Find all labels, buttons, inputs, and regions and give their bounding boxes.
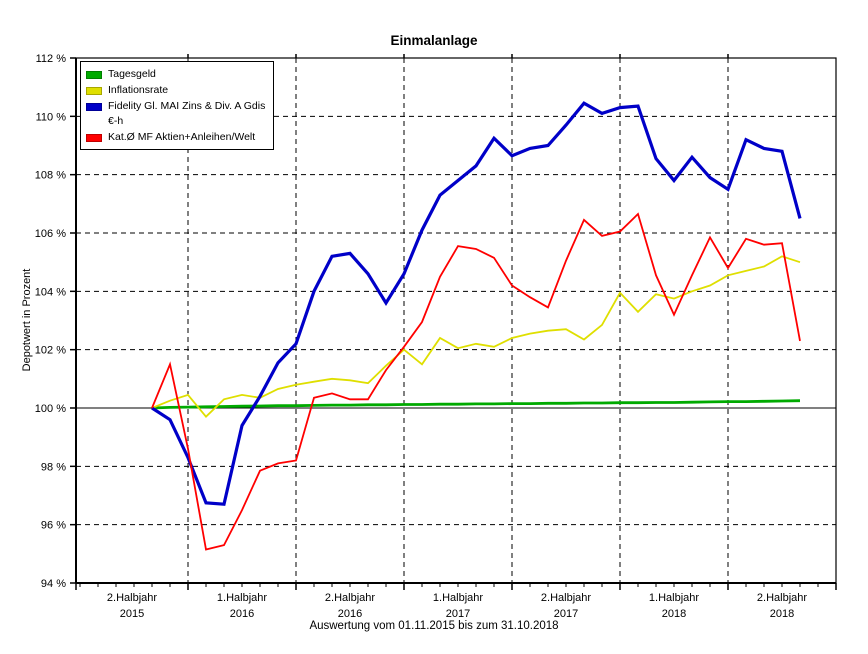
x-tick-label-year: 2018 bbox=[662, 608, 686, 620]
series-line bbox=[151, 212, 801, 551]
y-tick-label: 110 % bbox=[36, 111, 67, 123]
y-tick-label: 96 % bbox=[41, 520, 66, 532]
x-tick-label-year: 2015 bbox=[120, 608, 144, 620]
y-tick-label: 112 % bbox=[36, 53, 67, 65]
legend-swatch-icon bbox=[86, 133, 102, 142]
chart-legend: Tagesgeld Inflationsrate Fidelity Gl. MAI … bbox=[80, 61, 275, 150]
x-tick-label-halfyear: 2.Halbjahr bbox=[541, 592, 591, 604]
y-tick-label: 104 % bbox=[35, 286, 66, 298]
series-line bbox=[151, 255, 801, 419]
legend-swatch-icon bbox=[86, 70, 102, 79]
x-tick-label-halfyear: 1.Halbjahr bbox=[217, 592, 267, 604]
x-tick-label-halfyear: 1.Halbjahr bbox=[649, 592, 699, 604]
legend-label: Kat.Ø MF Aktien+Anleihen/Welt bbox=[108, 131, 256, 143]
series-line bbox=[151, 101, 802, 506]
x-tick-label-halfyear: 1.Halbjahr bbox=[433, 592, 483, 604]
x-tick-label-year: 2016 bbox=[230, 608, 254, 620]
y-tick-label: 94 % bbox=[41, 578, 66, 590]
legend-swatch-icon bbox=[86, 102, 102, 111]
chart-title: Einmalanlage bbox=[390, 33, 478, 48]
x-tick-label-year: 2017 bbox=[446, 608, 470, 620]
legend-label: Tagesgeld bbox=[108, 68, 156, 80]
y-tick-label: 108 % bbox=[35, 170, 66, 182]
x-tick-label-year: 2017 bbox=[554, 608, 578, 620]
y-tick-label: 100 % bbox=[35, 403, 66, 415]
legend-item: Inflationsrate bbox=[86, 83, 265, 98]
evaluation-period-note: Auswertung vom 01.11.2015 bis zum 31.10.… bbox=[309, 620, 559, 632]
x-tick-label-year: 2018 bbox=[770, 608, 794, 620]
y-tick-label: 102 % bbox=[35, 345, 66, 357]
x-tick-label-halfyear: 2.Halbjahr bbox=[325, 592, 375, 604]
legend-item: Tagesgeld bbox=[86, 67, 265, 82]
x-tick-label-halfyear: 2.Halbjahr bbox=[757, 592, 807, 604]
series-line bbox=[151, 399, 801, 410]
legend-item: Fidelity Gl. MAI Zins & Div. A Gdis €-h bbox=[86, 99, 265, 129]
x-tick-label-halfyear: 2.Halbjahr bbox=[107, 592, 157, 604]
y-axis-title: Depotwert in Prozent bbox=[21, 269, 33, 372]
x-tick-label-year: 2016 bbox=[338, 608, 362, 620]
legend-item: Kat.Ø MF Aktien+Anleihen/Welt bbox=[86, 130, 265, 145]
legend-swatch-icon bbox=[86, 86, 102, 95]
y-tick-label: 98 % bbox=[41, 461, 66, 473]
y-tick-label: 106 % bbox=[35, 228, 66, 240]
legend-label: Inflationsrate bbox=[108, 84, 169, 96]
legend-label: Fidelity Gl. MAI Zins & Div. A Gdis €-h bbox=[108, 100, 266, 127]
